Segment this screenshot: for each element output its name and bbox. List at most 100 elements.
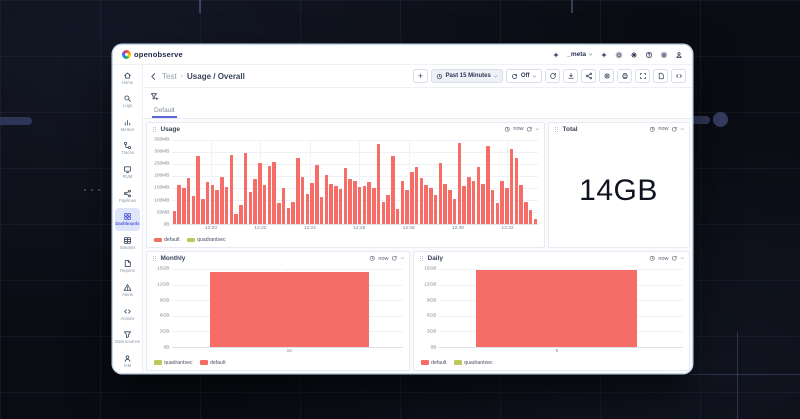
bar-default — [173, 211, 177, 224]
bar-default — [453, 199, 457, 225]
sidebar-item-dashboards[interactable]: Dashboards — [115, 208, 140, 232]
legend-item-default[interactable]: default — [200, 360, 226, 366]
alerts-icon — [123, 283, 132, 292]
sidebar-item-metrics[interactable]: Metrics — [115, 113, 140, 137]
chevron-down-icon[interactable] — [680, 256, 685, 261]
drag-handle-icon[interactable] — [418, 255, 425, 262]
refresh-icon[interactable] — [391, 255, 398, 262]
add-panel-button[interactable]: + — [413, 69, 428, 83]
legend-swatch — [200, 360, 208, 365]
y-axis-label: 9GB — [415, 298, 437, 303]
download-button[interactable] — [563, 69, 578, 83]
bar-default — [287, 208, 291, 224]
bar-default — [268, 166, 272, 224]
apps-icon[interactable] — [630, 51, 638, 59]
datasources-icon — [123, 330, 132, 339]
y-axis-label: 0B — [415, 345, 437, 350]
auto-refresh-picker[interactable]: Off — [506, 69, 542, 83]
app-window: openobserve _meta Home LogsMetricsTraces R… — [113, 45, 692, 373]
variables-row — [143, 88, 692, 104]
sidebar-item-actions[interactable]: Actions — [115, 302, 140, 326]
openobserve-logo[interactable]: openobserve — [122, 50, 183, 59]
bar-default — [272, 162, 276, 224]
sidebar-item-label: RUM — [123, 175, 133, 180]
sidebar-item-label: IAM — [124, 364, 131, 369]
drag-handle-icon[interactable] — [151, 126, 158, 133]
sidebar-item-traces[interactable]: Traces — [115, 137, 140, 161]
refresh-button[interactable] — [545, 69, 560, 83]
sidebar-item-label: Alerts — [122, 293, 133, 298]
sidebar-nav: Home LogsMetricsTraces RUM PipelinesDashboa… — [113, 65, 143, 373]
y-axis-label: 12GB — [148, 282, 170, 287]
fullscreen-button[interactable] — [635, 69, 650, 83]
sidebar-item-label: Home — [122, 81, 133, 86]
settings-button[interactable] — [599, 69, 614, 83]
clock-icon — [649, 255, 656, 262]
legend-item-quadrantsec[interactable]: quadrantsec — [154, 360, 193, 366]
bar-default — [415, 167, 419, 224]
sparkle-icon[interactable] — [552, 51, 560, 59]
legend-item-default[interactable]: default — [154, 237, 180, 243]
download-icon — [567, 72, 575, 80]
drag-handle-icon[interactable] — [553, 126, 560, 133]
reports-icon — [123, 259, 132, 268]
help-icon[interactable] — [645, 51, 653, 59]
sidebar-item-data-sources[interactable]: Data sources — [115, 326, 140, 350]
chevron-down-icon — [493, 74, 498, 79]
drag-handle-icon[interactable] — [151, 255, 158, 262]
y-axis-label: 12GB — [415, 282, 437, 287]
legend-item-quadrantsec[interactable]: quadrantsec — [454, 360, 493, 366]
sidebar-item-pipelines[interactable]: Pipelines — [115, 184, 140, 208]
sidebar-item-rum[interactable]: RUM — [115, 160, 140, 184]
refresh-icon[interactable] — [671, 126, 678, 133]
share-button[interactable] — [581, 69, 596, 83]
chevron-down-icon[interactable] — [535, 127, 540, 132]
sidebar-item-alerts[interactable]: Alerts — [115, 278, 140, 302]
bar-default — [410, 172, 414, 224]
bar-default — [220, 177, 224, 224]
y-axis-label: 3GB — [148, 329, 170, 334]
legend-item-quadrantsec[interactable]: quadrantsec — [187, 237, 226, 243]
time-range-picker[interactable]: Past 15 Minutes — [431, 69, 503, 83]
sun-icon[interactable] — [615, 51, 623, 59]
sidebar-item-iam[interactable]: IAM — [115, 349, 140, 373]
refresh-icon[interactable] — [671, 255, 678, 262]
sparkle-icon[interactable] — [600, 51, 608, 59]
print-button[interactable] — [617, 69, 632, 83]
tab-default[interactable]: Default — [152, 107, 177, 118]
organization-selector[interactable]: _meta — [567, 51, 593, 58]
sidebar-item-home[interactable]: Home — [115, 66, 140, 90]
sidebar-item-streams[interactable]: Streams — [115, 231, 140, 255]
pipeline-icon — [123, 189, 132, 198]
sidebar-item-logs[interactable]: Logs — [115, 90, 140, 114]
chevron-down-icon[interactable] — [400, 256, 405, 261]
page-title: Usage / Overall — [187, 72, 245, 81]
back-button[interactable] — [149, 72, 158, 81]
bar-default — [476, 270, 637, 346]
code-button[interactable] — [671, 69, 686, 83]
settings-icon[interactable] — [660, 51, 668, 59]
file-button[interactable] — [653, 69, 668, 83]
x-axis-label: 9 — [555, 349, 558, 354]
refresh-icon[interactable] — [526, 126, 533, 133]
chevron-down-icon[interactable] — [680, 127, 685, 132]
sidebar-item-reports[interactable]: Reports — [115, 255, 140, 279]
bar-default — [515, 158, 519, 224]
fullscreen-icon — [639, 72, 647, 80]
total-stat-body: 14GB — [549, 136, 689, 248]
panel-time-label: now — [658, 126, 668, 132]
time-range-label: Past 15 Minutes — [445, 73, 490, 79]
bar-default — [377, 144, 381, 224]
y-axis-label: 15GB — [415, 267, 437, 272]
panel-total-header: Total now — [549, 123, 689, 136]
legend-item-default[interactable]: default — [421, 360, 447, 366]
bar-default — [325, 175, 329, 224]
breadcrumb-folder[interactable]: Test — [162, 72, 177, 81]
clock-icon — [649, 126, 656, 133]
bar-default — [353, 181, 357, 224]
legend-swatch — [154, 360, 162, 365]
sidebar-item-label: Reports — [120, 269, 135, 274]
bar-default — [344, 168, 348, 224]
account-icon[interactable] — [675, 51, 683, 59]
add-filter-icon[interactable] — [150, 92, 159, 101]
